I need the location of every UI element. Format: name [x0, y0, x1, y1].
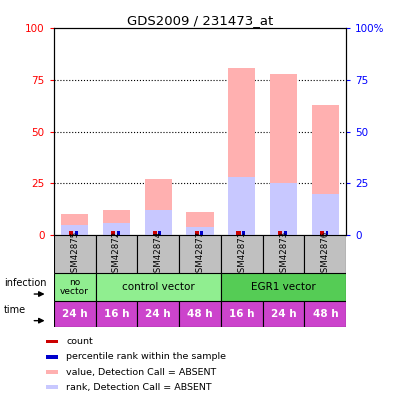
Bar — [137, 235, 179, 273]
Bar — [69, 231, 73, 235]
Bar — [54, 273, 96, 301]
Bar — [137, 301, 179, 327]
Text: EGR1 vector: EGR1 vector — [251, 282, 316, 292]
Text: 24 h: 24 h — [271, 309, 297, 319]
Bar — [242, 231, 245, 235]
Bar — [144, 179, 172, 235]
Text: 48 h: 48 h — [187, 309, 213, 319]
Text: GSM42877: GSM42877 — [195, 230, 205, 278]
Bar — [179, 235, 221, 273]
Bar — [111, 231, 115, 235]
Bar — [270, 74, 297, 235]
Text: control vector: control vector — [122, 282, 195, 292]
Bar — [195, 231, 199, 235]
Bar — [284, 231, 287, 235]
Bar — [320, 231, 324, 235]
Bar — [117, 231, 119, 235]
Text: 16 h: 16 h — [103, 309, 129, 319]
Text: GSM42876: GSM42876 — [321, 230, 330, 278]
Bar — [270, 183, 297, 235]
Bar — [46, 371, 58, 374]
Bar — [221, 301, 263, 327]
Bar — [236, 231, 240, 235]
Text: rank, Detection Call = ABSENT: rank, Detection Call = ABSENT — [66, 383, 212, 392]
Text: infection: infection — [4, 278, 47, 288]
Bar — [326, 231, 328, 235]
Bar — [54, 235, 96, 273]
Bar — [228, 177, 256, 235]
Title: GDS2009 / 231473_at: GDS2009 / 231473_at — [127, 14, 273, 27]
Bar — [186, 212, 214, 235]
Text: GSM42875: GSM42875 — [70, 230, 79, 278]
Bar — [96, 301, 137, 327]
Bar — [46, 386, 58, 389]
Text: GSM42873: GSM42873 — [279, 230, 288, 278]
Bar — [103, 210, 130, 235]
Bar — [304, 301, 346, 327]
Bar — [304, 235, 346, 273]
Bar — [263, 235, 304, 273]
Bar — [96, 235, 137, 273]
Text: value, Detection Call = ABSENT: value, Detection Call = ABSENT — [66, 367, 217, 377]
Text: GSM42872: GSM42872 — [112, 230, 121, 278]
Bar — [153, 231, 157, 235]
Bar — [158, 231, 161, 235]
Bar — [228, 68, 256, 235]
Bar — [312, 194, 339, 235]
Bar — [221, 235, 263, 273]
Bar — [221, 273, 346, 301]
Bar — [263, 301, 304, 327]
Text: 24 h: 24 h — [145, 309, 171, 319]
Bar — [200, 231, 203, 235]
Bar — [46, 355, 58, 358]
Text: GSM42871: GSM42871 — [237, 230, 246, 278]
Bar — [278, 231, 282, 235]
Bar — [54, 301, 96, 327]
Bar — [103, 222, 130, 235]
Bar — [186, 227, 214, 235]
Text: 16 h: 16 h — [229, 309, 255, 319]
Text: count: count — [66, 337, 93, 346]
Text: no
vector: no vector — [60, 278, 89, 296]
Bar — [179, 301, 221, 327]
Bar — [144, 210, 172, 235]
Text: GSM42874: GSM42874 — [154, 230, 163, 278]
Bar — [61, 224, 88, 235]
Text: 24 h: 24 h — [62, 309, 88, 319]
Bar — [75, 231, 78, 235]
Text: 48 h: 48 h — [312, 309, 338, 319]
Bar — [61, 214, 88, 235]
Bar — [312, 105, 339, 235]
Bar — [46, 340, 58, 343]
Text: time: time — [4, 305, 26, 315]
Bar — [96, 273, 221, 301]
Text: percentile rank within the sample: percentile rank within the sample — [66, 352, 226, 361]
